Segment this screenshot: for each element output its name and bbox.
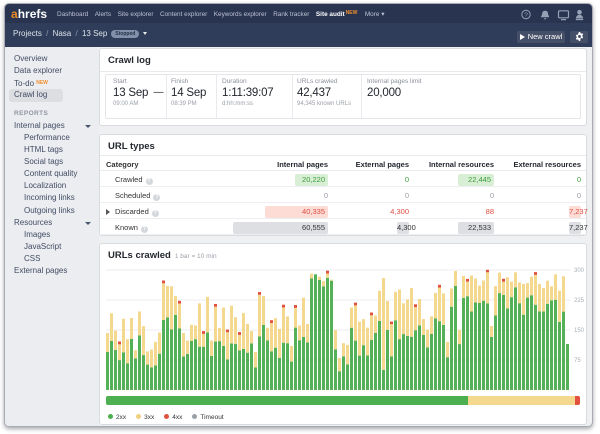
svg-text:75: 75: [574, 358, 581, 364]
svg-text:150: 150: [574, 328, 584, 334]
svg-text:?: ?: [524, 12, 528, 19]
svg-text:225: 225: [574, 298, 584, 304]
svg-text:300: 300: [574, 268, 584, 274]
